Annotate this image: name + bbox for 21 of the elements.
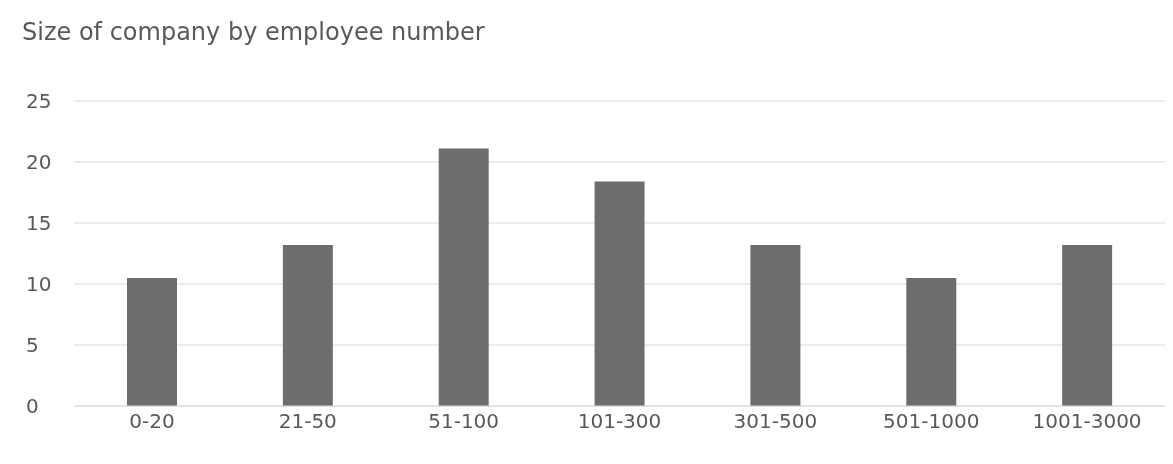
x-tick-label: 21-50 [278, 409, 337, 434]
y-tick-label: 0 [26, 394, 39, 419]
y-tick-label: 10 [26, 272, 52, 297]
y-tick-label: 5 [26, 333, 39, 358]
y-tick-label: 15 [26, 211, 52, 236]
x-tick-label: 501-1000 [883, 409, 980, 434]
bar [126, 277, 177, 406]
y-tick-label: 20 [26, 150, 52, 175]
x-tick-label: 0-20 [129, 409, 175, 434]
chart-title: Size of company by employee number [21, 17, 486, 48]
bar [282, 244, 333, 406]
x-tick-label: 301-500 [733, 409, 818, 434]
bar [1062, 244, 1113, 406]
bar [438, 148, 489, 406]
bar [750, 244, 801, 406]
bar [594, 181, 645, 406]
y-tick-label: 25 [26, 89, 52, 114]
bar [906, 277, 957, 406]
x-tick-label: 101-300 [577, 409, 662, 434]
x-tick-label: 51-100 [428, 409, 500, 434]
x-tick-label: 1001-3000 [1032, 409, 1142, 434]
